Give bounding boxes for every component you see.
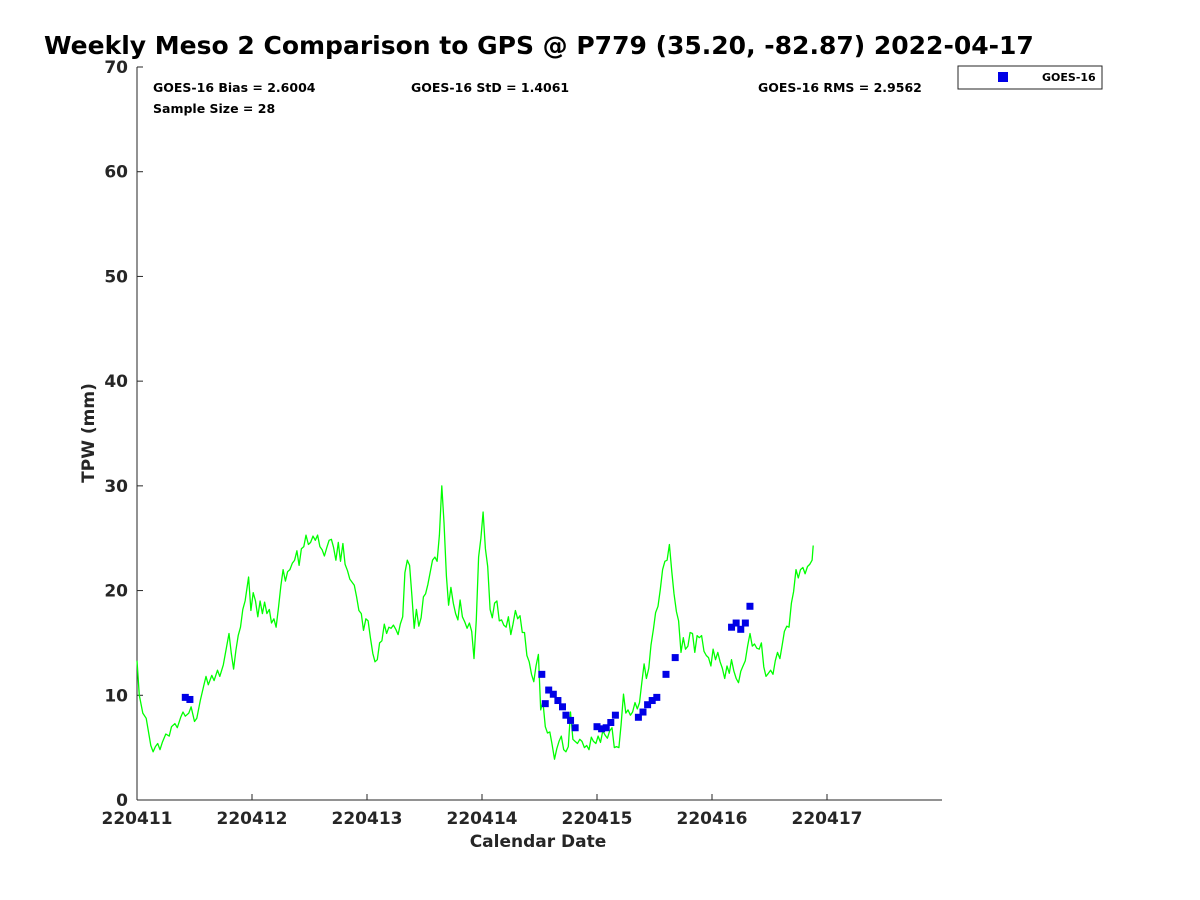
goes16-point (732, 619, 740, 627)
goes16-point (728, 623, 736, 631)
goes16-point (648, 697, 656, 705)
y-tick-label: 60 (104, 163, 128, 183)
y-tick-label: 70 (104, 58, 128, 78)
goes16-point (671, 654, 679, 662)
goes16-point (549, 690, 557, 698)
goes16-point (607, 719, 615, 727)
goes-series (181, 602, 754, 733)
legend-label-goes16: GOES-16 (1042, 71, 1096, 84)
x-tick-label: 220416 (677, 809, 748, 829)
goes16-point (598, 725, 606, 733)
y-tick-label: 40 (104, 372, 128, 392)
y-tick-label: 0 (116, 791, 128, 811)
y-tick-label: 50 (104, 267, 128, 287)
goes16-point (737, 625, 745, 633)
goes16-point (186, 695, 194, 703)
stat-sample-size: Sample Size = 28 (153, 101, 275, 116)
gps-series (136, 485, 814, 760)
x-tick-label: 220415 (562, 809, 633, 829)
goes16-point (741, 619, 749, 627)
stat-std: GOES-16 StD = 1.4061 (411, 80, 569, 95)
goes16-point (593, 723, 601, 731)
x-tick-label: 220411 (102, 809, 173, 829)
y-tick-label: 20 (104, 582, 128, 602)
y-tick-label: 30 (104, 477, 128, 497)
stat-rms: GOES-16 RMS = 2.9562 (758, 80, 922, 95)
goes16-point (538, 670, 546, 678)
goes16-point (634, 713, 642, 721)
x-tick-label: 220413 (332, 809, 403, 829)
goes16-point (653, 693, 661, 701)
stat-bias: GOES-16 Bias = 2.6004 (153, 80, 316, 95)
y-axis-label: TPW (mm) (79, 383, 99, 483)
goes16-point (181, 693, 189, 701)
y-ticks: 0 10 20 30 40 50 60 70 (104, 58, 143, 811)
goes16-point (611, 711, 619, 719)
chart-title: Weekly Meso 2 Comparison to GPS @ P779 (… (44, 31, 1034, 60)
x-ticks: 220411 220412 220413 220414 220415 220416 2204… (102, 794, 863, 829)
x-axis-label: Calendar Date (470, 832, 607, 852)
goes16-point (644, 701, 652, 709)
legend-box (957, 65, 1103, 90)
x-tick-label: 220412 (217, 809, 288, 829)
goes16-point (567, 716, 575, 724)
x-tick-label: 220417 (792, 809, 863, 829)
goes16-point (639, 708, 647, 716)
goes16-point (541, 700, 549, 708)
y-tick-label: 10 (104, 686, 128, 706)
goes16-point (562, 711, 570, 719)
goes16-point (559, 703, 566, 711)
goes16-point (554, 697, 562, 705)
goes16-point (571, 724, 579, 732)
legend-marker-goes16 (998, 72, 1008, 82)
goes16-point (746, 602, 754, 610)
goes16-point (545, 686, 553, 694)
goes16-point (662, 670, 670, 678)
legend: GOES-16 (957, 65, 1103, 90)
x-tick-label: 220414 (447, 809, 518, 829)
gps-line (136, 485, 814, 760)
goes16-point (602, 724, 610, 732)
